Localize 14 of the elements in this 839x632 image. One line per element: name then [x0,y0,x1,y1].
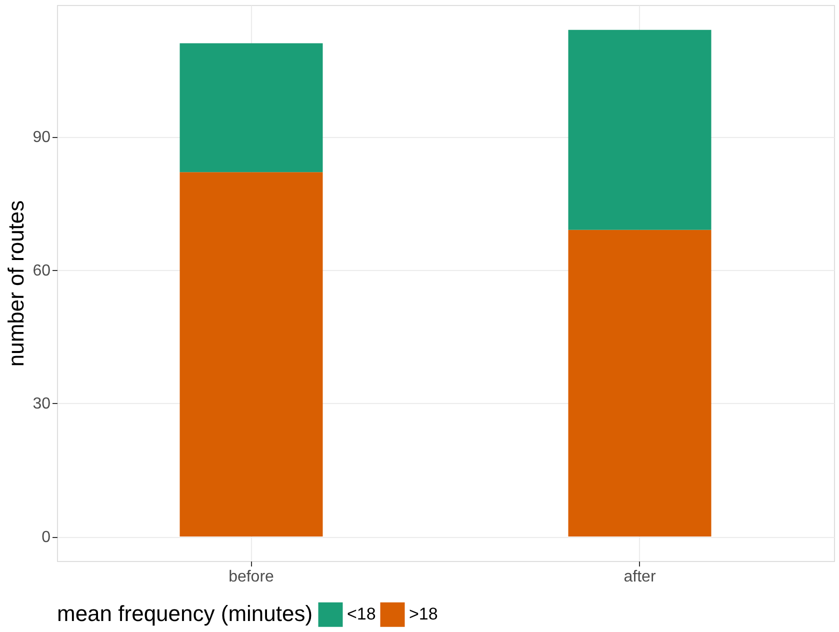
y-axis-title: number of routes [4,200,29,367]
bar [180,172,323,537]
bar [568,230,712,537]
bar [568,30,712,230]
bar [180,43,323,172]
y-tick-label: 90 [32,129,51,146]
y-tick-label: 0 [42,529,51,546]
y-tick-label: 30 [32,396,51,413]
x-tick-label: after [624,568,656,586]
legend-title: mean frequency (minutes) [57,601,313,626]
x-tick-label: before [228,568,274,586]
y-tick-label: 60 [32,262,51,280]
legend-label: <18 [347,604,376,624]
legend-label: >18 [409,604,438,624]
